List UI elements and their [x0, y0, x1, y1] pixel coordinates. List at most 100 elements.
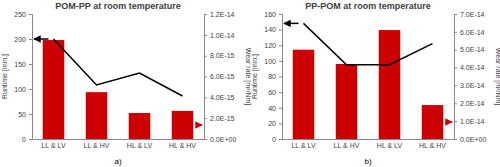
arrow [447, 121, 452, 123]
tick-mark [29, 39, 32, 40]
tick-label: 3.0E-14 [460, 82, 485, 89]
panel: 0 20 40 60 80 100 120 140 160 0.0E+00 1.0E-14 2.0E-… [251, 1, 500, 166]
tick-label: 1.2E-14 [210, 11, 235, 18]
tick: 6.0E-15 [204, 73, 235, 80]
title: POM-PP at room temperature [55, 1, 180, 11]
tick: HL & HV [419, 142, 446, 149]
tick-label: LL & LV [41, 142, 65, 149]
tick: 0.0E+00 [204, 136, 236, 143]
tick-label: 0 [272, 136, 276, 143]
tick-label: 40 [268, 104, 276, 111]
tick: 8.0E-15 [204, 52, 235, 59]
tick-label: LL & HV [84, 142, 110, 149]
tick: HL & LV [127, 142, 153, 149]
tick: 5.0E-14 [454, 46, 485, 53]
y-axis-title: Runtime [min.] [1, 54, 9, 99]
axis-line [33, 139, 205, 140]
tick-mark [279, 92, 282, 93]
tick-mark [454, 85, 457, 86]
tick-label: 1.0E-14 [460, 118, 485, 125]
panel: 0501001502002500.0E+002.0E-154.0E-156.0E… [1, 1, 252, 166]
tick-label: 120 [264, 42, 276, 49]
tick-label: 2.0E-14 [460, 100, 485, 107]
tick-mark [279, 30, 282, 31]
axis-line [29, 15, 33, 140]
annotation: b) [364, 157, 371, 166]
tick-mark [204, 56, 207, 57]
tick-label: 250 [14, 11, 26, 18]
tick: 140 [264, 26, 282, 33]
x-axis: LL & LV LL & HV HL & LV HL & HV [283, 140, 455, 149]
y-axis: 050100150200250 [14, 11, 32, 143]
tick-mark [279, 61, 282, 62]
tick-mark [454, 32, 457, 33]
tick-label: 150 [14, 61, 26, 68]
bar [129, 113, 151, 139]
tick-mark [204, 14, 207, 15]
tick: 6.0E-14 [454, 29, 485, 36]
tick: 200 [14, 36, 32, 43]
tick-label: 100 [14, 86, 26, 93]
bar [172, 111, 194, 139]
tick-mark [204, 97, 207, 98]
plot-area: 0 20 40 60 80 100 120 140 160 0.0E+00 1.0E-14 2.0E-… [264, 11, 486, 149]
tick: 4.0E-15 [204, 94, 235, 101]
tick: 60 [268, 89, 282, 96]
tick: 1.0E-14 [454, 118, 485, 125]
annotation: a) [114, 157, 121, 166]
tick-label: 20 [268, 120, 276, 127]
tick-label: 2.0E-15 [210, 115, 235, 122]
tick-label: 160 [264, 11, 276, 18]
figure: 0 50 100 150 200 250 0.0E+00 2.0E-15 4.0E-15 6.0E… [0, 0, 500, 167]
tick-label: LL & LV [291, 142, 315, 149]
tick-mark [454, 14, 457, 15]
tick-mark [279, 77, 282, 78]
tick-label: 0.0E+00 [460, 136, 486, 143]
tick-label: 140 [264, 26, 276, 33]
tick-mark [454, 68, 457, 69]
tick-mark [454, 103, 457, 104]
tick-label: 6.0E-14 [460, 29, 485, 36]
tick-label: 8.0E-15 [210, 52, 235, 59]
tick-mark [279, 45, 282, 46]
arrow [34, 38, 49, 40]
tick: LL & LV [41, 142, 65, 149]
tick: LL & HV [334, 142, 360, 149]
tick-mark [454, 121, 457, 122]
tick: 3.0E-14 [454, 82, 485, 89]
tick-label: 80 [268, 73, 276, 80]
tick-label: 60 [268, 89, 276, 96]
tick-label: HL & HV [169, 142, 196, 149]
marks [293, 23, 444, 139]
tick-label: 100 [264, 58, 276, 65]
tick: 40 [268, 104, 282, 111]
line [54, 39, 183, 96]
tick: 50 [18, 111, 32, 118]
y-axis: 0 20 40 60 80 100 120 140 160 [264, 11, 282, 143]
tick-mark [279, 14, 282, 15]
tick: 150 [14, 61, 32, 68]
tick: 1.0E-14 [204, 32, 235, 39]
tick: HL & HV [169, 142, 196, 149]
axis-line [205, 15, 208, 140]
marks [43, 39, 194, 139]
tick: 7.0E-14 [454, 11, 485, 18]
tick-label: HL & HV [419, 142, 446, 149]
tick: 0.0E+00 [454, 136, 486, 143]
tick: 100 [14, 86, 32, 93]
tick-label: 0.0E+00 [210, 136, 236, 143]
tick-mark [29, 64, 32, 65]
bar [422, 105, 444, 139]
bar [336, 64, 358, 139]
tick: 120 [264, 42, 282, 49]
tick-mark [29, 14, 32, 15]
bar [293, 50, 315, 139]
tick-mark [204, 77, 207, 78]
tick-mark [29, 114, 32, 115]
tick-label: HL & LV [377, 142, 403, 149]
tick-label: 7.0E-14 [460, 11, 485, 18]
y2-axis: 0.0E+00 1.0E-14 2.0E-14 3.0E-14 4.0E-14 5.0E-… [454, 11, 486, 143]
tick: 4.0E-14 [454, 64, 485, 71]
tick-mark [204, 35, 207, 36]
bar [43, 40, 65, 139]
